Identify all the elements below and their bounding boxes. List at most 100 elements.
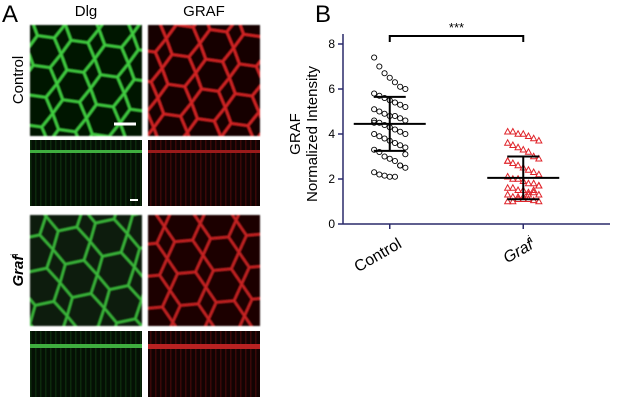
data-point: [381, 153, 388, 160]
data-point: [503, 127, 512, 135]
data-point: [386, 155, 393, 162]
panel-b: B 0 2 4 6 8 GRAFNormalized Intensity Control Gra…: [287, 1, 610, 276]
data-point: [524, 188, 533, 196]
data-point: [376, 148, 383, 156]
data-point: [371, 90, 378, 97]
data-point: [514, 161, 522, 169]
data-point: [397, 128, 404, 135]
x-tick-label-name: Control: [352, 235, 405, 276]
data-point: [402, 144, 409, 151]
data-point: [535, 154, 543, 162]
data-point: [381, 135, 388, 142]
significance-label: ***: [449, 20, 464, 35]
image: [148, 25, 260, 136]
panel-a-images: [30, 25, 260, 397]
data-point: [371, 169, 378, 176]
significance-bracket: [388, 35, 525, 42]
row-label: Grafi: [10, 253, 27, 286]
data-point: [376, 108, 383, 115]
data-point: [529, 168, 538, 175]
data-point: [391, 139, 399, 147]
data-point: [524, 147, 533, 155]
data-point: [524, 179, 533, 187]
data-point: [509, 183, 517, 191]
x-tick-label-superscript: i: [527, 234, 535, 246]
data-point: [371, 106, 378, 113]
data-point: [535, 136, 543, 144]
data-point: [514, 186, 522, 193]
row-label-name: Graf: [10, 254, 27, 287]
data-point: [402, 117, 409, 124]
y-tick-label: 4: [328, 127, 335, 141]
row-label-superscript: i: [10, 253, 21, 255]
column-label: Dlg: [75, 3, 98, 20]
panel-label: A: [2, 1, 18, 28]
image: [30, 215, 142, 326]
data-point: [381, 70, 388, 77]
data-point: [524, 165, 533, 173]
data-point: [509, 141, 517, 148]
data-point: [381, 94, 388, 102]
image: [148, 150, 260, 153]
data-point: [503, 156, 512, 164]
data-point: [514, 129, 522, 137]
data-point: [391, 157, 399, 165]
data-point: [402, 85, 409, 93]
data-point: [503, 172, 512, 180]
data-point: [386, 173, 393, 180]
data-point: [376, 92, 383, 99]
data-point: [391, 173, 399, 180]
image: [148, 331, 260, 397]
data-point: [402, 130, 409, 138]
data-point: [402, 151, 409, 158]
x-tick-label: Control: [352, 235, 405, 276]
data-point: [376, 63, 383, 70]
data-point: [381, 110, 388, 117]
panel-label: B: [315, 1, 331, 28]
data-point: [402, 103, 409, 111]
data-point: [371, 146, 378, 153]
image: [148, 215, 260, 326]
y-tick-label: 2: [328, 172, 335, 186]
data-point: [514, 143, 522, 151]
data-point: [397, 162, 404, 169]
data-point: [386, 74, 393, 81]
data-point: [524, 132, 533, 139]
data-point: [529, 179, 538, 187]
image: [148, 344, 260, 349]
data-point: [376, 119, 383, 126]
data-point: [376, 133, 383, 140]
data-point: [381, 172, 388, 179]
y-tick-label: 8: [328, 37, 335, 51]
data-point: [503, 190, 512, 198]
data-point: [376, 171, 383, 178]
data-point: [519, 129, 528, 137]
data-point: [371, 54, 378, 61]
data-point: [535, 197, 543, 205]
y-axis-label: GRAFNormalized Intensity: [287, 66, 321, 202]
data-point: [509, 127, 517, 135]
data-point: [503, 197, 512, 205]
image: [30, 150, 142, 153]
data-point: [529, 134, 538, 142]
image: [30, 344, 142, 348]
data-point: [391, 112, 399, 120]
data-point: [503, 138, 512, 146]
image: [30, 331, 142, 397]
data-point: [397, 101, 404, 108]
data-point: [397, 142, 404, 149]
data-point: [381, 121, 388, 129]
y-tick-label: 0: [328, 217, 335, 231]
data-point: [402, 164, 409, 171]
data-point: [535, 190, 543, 198]
data-point: [391, 99, 399, 106]
data-point: [509, 159, 517, 166]
row-label: Control: [10, 56, 27, 104]
data-point: [397, 115, 404, 122]
y-axis-label-line: GRAF: [287, 113, 304, 155]
data-point: [397, 83, 404, 90]
data-point: [529, 186, 538, 193]
data-point: [391, 126, 399, 133]
data-point: [391, 79, 399, 86]
